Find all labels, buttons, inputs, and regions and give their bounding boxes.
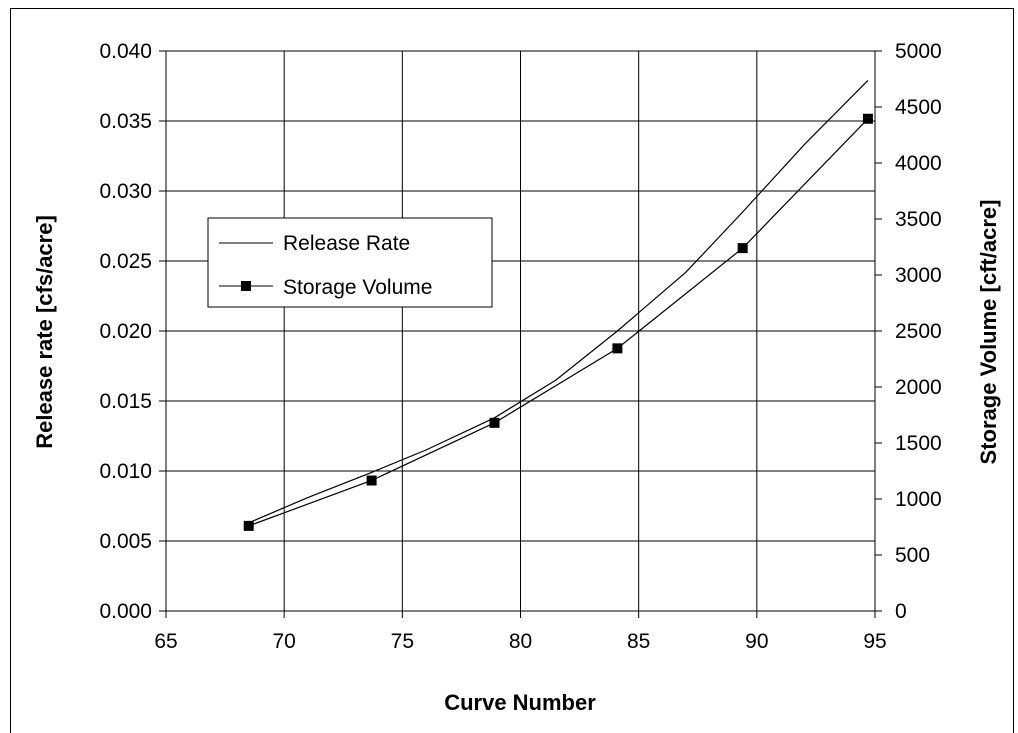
legend-box [207, 217, 493, 308]
y2-tick-label: 0 [895, 600, 907, 623]
y-axis-left-title: Release rate [cfs/acre] [32, 215, 57, 449]
x-tick-label: 85 [627, 630, 650, 653]
y-tick-label: 0.020 [99, 320, 152, 343]
y-tick-label: 0.030 [99, 180, 152, 203]
x-axis: 65 70 75 80 85 90 95 [154, 611, 887, 653]
y-tick-label: 0.025 [99, 250, 152, 273]
x-tick-label: 70 [272, 630, 295, 653]
data-point-storage-volume [737, 243, 748, 254]
x-tick-label: 80 [509, 630, 532, 653]
data-point-storage-volume [612, 343, 623, 354]
y-axis-right-title: Storage Volume [cft/acre] [976, 200, 1001, 465]
y2-tick-label: 1000 [895, 488, 942, 511]
series-line-release-rate [248, 79, 869, 524]
legend-release-rate-label: Release Rate [283, 232, 410, 255]
chart-frame [10, 8, 1014, 733]
legend: Release Rate Storage Volume [207, 217, 493, 308]
y2-tick-label: 1500 [895, 432, 942, 455]
legend-storage-volume-label: Storage Volume [283, 276, 432, 299]
x-tick-label: 95 [863, 630, 886, 653]
y-axis-right: 0 500 1000 1500 2000 2500 3000 3500 4000 4500 5000 [875, 40, 942, 623]
data-point-storage-volume [366, 475, 377, 486]
y-tick-label: 0.000 [99, 600, 152, 623]
y2-tick-label: 3000 [895, 264, 942, 287]
series-line-storage-volume [248, 118, 869, 527]
y2-tick-label: 3500 [895, 208, 942, 231]
x-tick-label: 75 [391, 630, 414, 653]
y-tick-label: 0.010 [99, 460, 152, 483]
y-tick-label: 0.005 [99, 530, 152, 553]
series-layer [243, 79, 873, 531]
y2-tick-label: 5000 [895, 40, 942, 63]
legend-storage-volume-marker [241, 281, 251, 291]
data-point-storage-volume [489, 417, 500, 428]
data-point-storage-volume [243, 520, 254, 531]
y2-tick-label: 2000 [895, 376, 942, 399]
x-tick-label: 65 [154, 630, 177, 653]
y2-tick-label: 500 [895, 544, 930, 567]
x-axis-title: Curve Number [444, 690, 596, 715]
y-axis-left: 0.000 0.005 0.010 0.015 0.020 0.025 0.030 0.035… [99, 40, 166, 623]
data-point-storage-volume [862, 113, 873, 124]
y2-tick-label: 4000 [895, 152, 942, 175]
x-tick-label: 90 [745, 630, 768, 653]
y-tick-label: 0.035 [99, 110, 152, 133]
y-tick-label: 0.040 [99, 40, 152, 63]
gridlines [166, 51, 875, 611]
y2-tick-label: 2500 [895, 320, 942, 343]
y-tick-label: 0.015 [99, 390, 152, 413]
y2-tick-label: 4500 [895, 96, 942, 119]
